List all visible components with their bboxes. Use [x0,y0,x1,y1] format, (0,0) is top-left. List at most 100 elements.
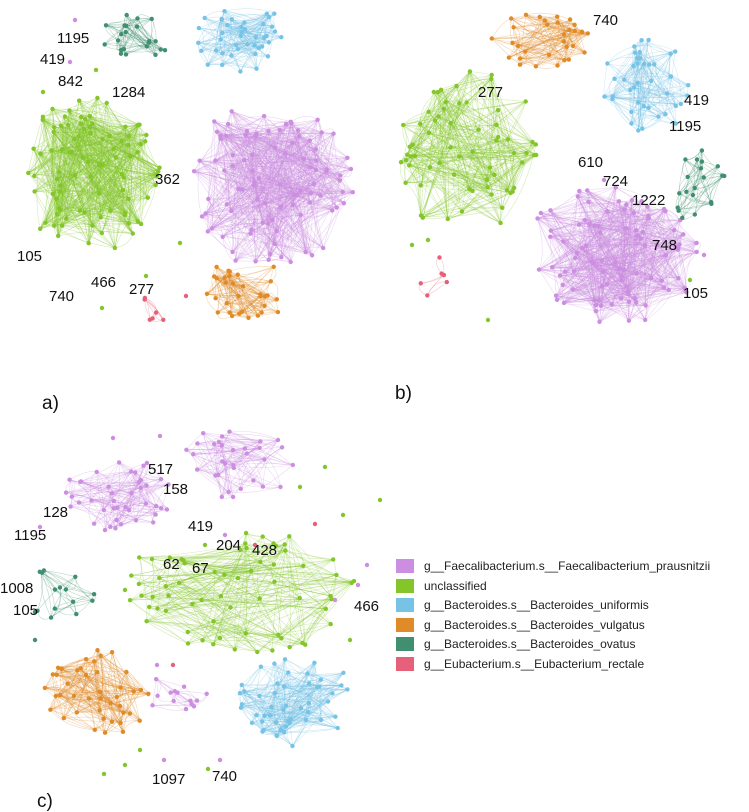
network-edge [34,116,66,177]
network-edge [258,178,277,232]
network-edge [215,297,265,307]
network-edge [52,108,140,125]
network-edge [124,184,156,216]
network-edge [220,135,316,150]
network-edge [34,102,107,177]
network-edge [253,185,256,262]
network-edge [106,102,142,145]
network-edge [252,123,287,171]
network-edge [84,144,129,213]
network-edge [489,154,535,168]
network-edge [207,160,317,232]
network-edge [59,152,70,192]
network-edge [220,135,313,256]
network-edge [269,204,294,255]
network-edge [469,71,508,191]
network-edge [274,147,295,195]
network-edge [221,13,268,66]
network-edge [429,167,508,191]
network-edge [39,127,55,229]
network-edge [241,31,257,69]
network-edge [34,191,148,198]
network-edge [205,213,273,221]
network-edge [407,153,523,163]
network-edge [227,123,297,196]
network-edge [231,19,257,69]
network-edge [216,131,286,154]
network-edge [429,167,501,224]
network-edge [215,135,256,161]
network-edge [204,17,267,37]
network-edge [214,276,279,313]
network-edge [506,152,515,191]
network-edge [231,16,270,56]
network-edge [45,221,93,226]
network-edge [251,136,300,230]
network-edge [128,197,148,224]
network-edge [216,131,305,160]
network-edge [469,110,499,190]
network-edge [215,160,301,192]
network-edge [222,175,341,238]
network-edge [220,137,310,141]
network-edge [40,153,99,167]
network-edge [59,123,93,211]
network-edge [115,126,126,158]
network-edge [472,151,537,157]
network-edge [220,135,300,139]
network-edge [255,175,341,262]
network-edge [74,138,116,248]
network-edge [320,133,334,196]
network-edge [53,161,89,226]
network-edge [40,153,85,213]
network-edge [28,151,72,174]
network-edge [407,154,537,159]
network-edge [224,170,324,249]
network-edge [222,171,327,238]
network-edge [214,121,277,232]
network-edge [232,165,282,207]
network-edge [246,130,317,150]
network-edge [496,124,535,156]
network-edge [84,134,147,213]
network-edge [51,150,81,211]
network-edge [40,153,156,186]
network-edge [241,167,311,190]
network-edge [40,153,89,244]
network-edge [60,125,83,158]
network-edge [34,161,89,177]
network-edge [256,127,280,135]
network-edge [126,14,147,47]
network-edge [230,19,239,50]
network-edge [85,116,90,163]
network-edge [58,157,117,209]
network-edge [123,135,130,178]
network-edge [245,134,256,262]
network-edge [215,22,245,51]
network-edge [42,116,59,236]
network-edge [265,130,269,224]
network-edge [88,151,138,163]
network-edge [487,154,535,188]
network-edge [78,135,141,145]
network-edge [254,133,263,223]
network-edge [83,128,139,222]
network-edge [310,132,322,168]
network-edge [99,135,110,194]
network-edge [56,171,159,215]
network-edge [225,135,253,155]
network-edge [251,142,293,230]
network-edge [445,101,473,152]
network-edge [42,119,129,200]
network-edge [229,266,274,277]
network-edge [269,175,341,255]
network-edge [60,100,80,186]
network-edge [201,123,287,217]
network-edge [34,123,81,177]
network-edge [39,208,60,229]
network-edge [403,124,503,209]
network-edge [459,154,537,160]
network-edge [316,160,343,193]
network-edge [290,142,294,206]
network-edge [310,157,348,168]
